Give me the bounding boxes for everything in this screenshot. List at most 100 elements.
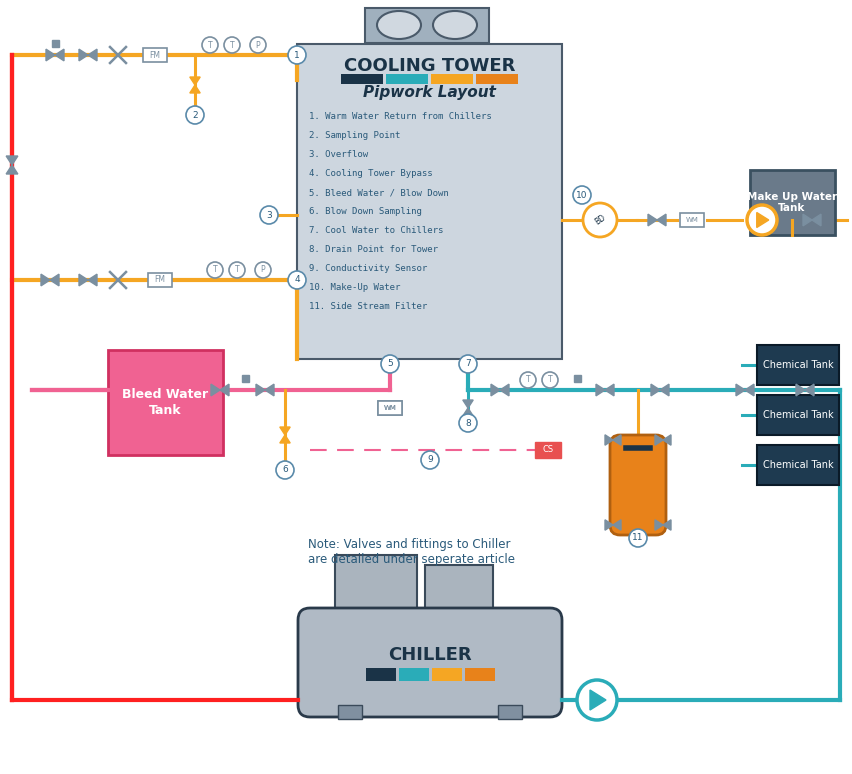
Polygon shape — [190, 77, 200, 85]
Polygon shape — [6, 165, 18, 174]
Bar — [431, 74, 473, 84]
Text: BD: BD — [593, 213, 607, 227]
Circle shape — [202, 37, 218, 53]
FancyBboxPatch shape — [108, 350, 223, 455]
Polygon shape — [88, 50, 97, 61]
Polygon shape — [812, 214, 821, 226]
Text: 1. Warm Water Return from Chillers: 1. Warm Water Return from Chillers — [309, 112, 492, 121]
Polygon shape — [651, 384, 660, 396]
Polygon shape — [796, 384, 805, 396]
Circle shape — [288, 46, 306, 64]
Text: 4: 4 — [294, 276, 300, 285]
Bar — [366, 667, 395, 680]
Bar — [365, 8, 489, 43]
Bar — [399, 667, 429, 680]
Bar — [51, 39, 59, 46]
Polygon shape — [757, 213, 769, 228]
Circle shape — [421, 451, 439, 469]
Text: WM: WM — [686, 217, 699, 223]
Bar — [338, 705, 362, 719]
Text: 4. Cooling Tower Bypass: 4. Cooling Tower Bypass — [309, 169, 433, 178]
Text: T: T — [208, 40, 212, 50]
Bar — [476, 74, 518, 84]
FancyBboxPatch shape — [298, 608, 562, 717]
Circle shape — [583, 203, 617, 237]
Polygon shape — [655, 520, 663, 530]
Polygon shape — [279, 427, 291, 435]
Circle shape — [520, 372, 536, 388]
Circle shape — [276, 461, 294, 479]
Polygon shape — [605, 384, 614, 396]
Circle shape — [747, 205, 777, 235]
Text: T: T — [548, 375, 552, 385]
Bar — [573, 375, 580, 382]
Circle shape — [542, 372, 558, 388]
Text: 9. Conductivity Sensor: 9. Conductivity Sensor — [309, 264, 427, 273]
Polygon shape — [803, 214, 812, 226]
Bar — [535, 442, 561, 458]
Circle shape — [288, 271, 306, 289]
Text: 8. Drain Point for Tower: 8. Drain Point for Tower — [309, 245, 438, 254]
Polygon shape — [88, 274, 97, 286]
Polygon shape — [613, 520, 621, 530]
Text: Make Up Water
Tank: Make Up Water Tank — [747, 192, 837, 214]
Bar — [378, 401, 402, 415]
Text: 10. Make-Up Water: 10. Make-Up Water — [309, 283, 400, 292]
Bar — [341, 74, 383, 84]
Text: Chemical Tank: Chemical Tank — [763, 410, 833, 420]
Polygon shape — [613, 435, 621, 445]
Polygon shape — [79, 274, 88, 286]
Polygon shape — [190, 85, 200, 93]
Polygon shape — [590, 690, 606, 710]
Text: Note: Valves and fittings to Chiller
are detailed under seperate article: Note: Valves and fittings to Chiller are… — [308, 538, 515, 566]
Polygon shape — [648, 214, 657, 226]
Text: 5. Bleed Water / Blow Down: 5. Bleed Water / Blow Down — [309, 188, 449, 197]
Text: WM: WM — [383, 405, 396, 411]
Text: WM: WM — [383, 405, 396, 411]
Polygon shape — [657, 214, 666, 226]
Polygon shape — [46, 50, 55, 61]
FancyBboxPatch shape — [610, 435, 666, 535]
Polygon shape — [220, 384, 229, 396]
Circle shape — [573, 186, 591, 204]
Polygon shape — [50, 274, 59, 286]
Text: 6: 6 — [282, 465, 288, 474]
Text: T: T — [213, 265, 217, 275]
Text: FM: FM — [149, 50, 160, 60]
Bar — [241, 375, 249, 382]
Polygon shape — [79, 50, 88, 61]
FancyBboxPatch shape — [757, 395, 839, 435]
FancyBboxPatch shape — [297, 44, 562, 359]
Text: 3: 3 — [266, 211, 272, 220]
Circle shape — [224, 37, 240, 53]
Polygon shape — [660, 384, 669, 396]
Text: CHILLER: CHILLER — [389, 646, 472, 663]
Polygon shape — [491, 384, 500, 396]
Text: 1: 1 — [294, 50, 300, 60]
Circle shape — [459, 414, 477, 432]
Bar — [680, 213, 704, 227]
Polygon shape — [736, 384, 745, 396]
Bar — [498, 705, 522, 719]
Text: T: T — [230, 40, 234, 50]
Polygon shape — [596, 384, 605, 396]
Text: FM: FM — [154, 276, 165, 285]
Text: 7. Cool Water to Chillers: 7. Cool Water to Chillers — [309, 226, 443, 235]
Bar — [143, 48, 167, 62]
Text: 7: 7 — [465, 359, 471, 368]
Circle shape — [629, 529, 647, 547]
Text: P: P — [256, 40, 261, 50]
Polygon shape — [663, 435, 671, 445]
Bar — [335, 555, 417, 615]
Polygon shape — [256, 384, 265, 396]
Text: 5: 5 — [387, 359, 393, 368]
Bar — [148, 273, 172, 287]
Bar — [378, 401, 402, 415]
Circle shape — [207, 262, 223, 278]
Polygon shape — [211, 384, 220, 396]
Text: Chemical Tank: Chemical Tank — [763, 360, 833, 370]
Circle shape — [186, 106, 204, 124]
Bar — [431, 667, 462, 680]
Polygon shape — [463, 400, 473, 408]
Text: Bleed Water
Tank: Bleed Water Tank — [123, 389, 209, 416]
